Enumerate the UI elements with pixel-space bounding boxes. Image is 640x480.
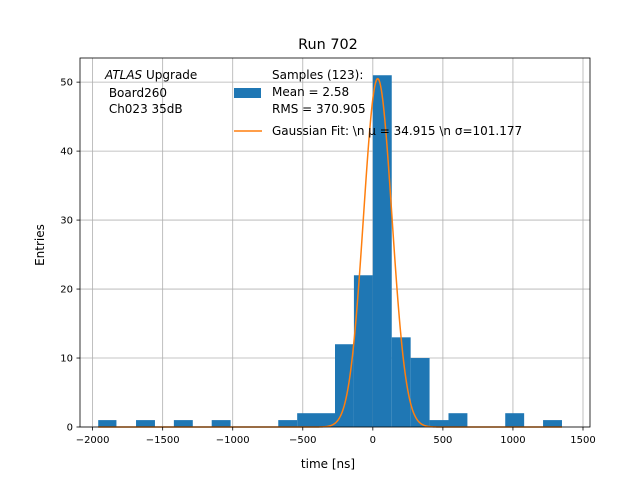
annotation-atlas: ATLAS <box>104 68 143 82</box>
histogram-bar <box>505 413 525 427</box>
histogram-bar <box>372 75 392 428</box>
annotation-text: ATLAS Upgrade Board260 Ch023 35dB <box>104 68 197 116</box>
legend-hist-label: Mean = 2.58 <box>272 85 349 99</box>
plot-frame <box>79 57 591 428</box>
y-tick-label: 20 <box>60 285 73 296</box>
legend-hist-label: RMS = 370.905 <box>272 102 366 116</box>
y-tick-label: 40 <box>60 147 73 158</box>
histogram-bar <box>448 413 468 427</box>
chart-title: Run 702 <box>298 37 358 53</box>
legend-hist-label: Samples (123): <box>272 68 363 82</box>
histogram-bar <box>335 344 354 427</box>
histogram-bar <box>136 420 155 427</box>
x-tick-label: −1500 <box>146 435 180 446</box>
legend: Samples (123): Mean = 2.58 RMS = 370.905… <box>234 68 522 138</box>
annotation-line1: ATLAS Upgrade <box>104 68 197 82</box>
legend-hist-swatch <box>234 88 261 98</box>
x-tick-label: 500 <box>433 435 452 446</box>
y-tick-label: 10 <box>60 354 73 365</box>
histogram-bars <box>98 75 562 428</box>
histogram-bar <box>173 420 193 427</box>
y-axis-label: Entries <box>33 224 47 266</box>
annotation-line2: Board260 <box>105 86 167 100</box>
histogram-bar <box>98 420 117 427</box>
x-axis-label: time [ns] <box>301 457 355 471</box>
histogram-bar <box>278 420 298 427</box>
x-tick-label: −500 <box>289 435 316 446</box>
x-tick-label: 0 <box>370 435 376 446</box>
histogram-bar <box>543 420 562 427</box>
histogram-bar <box>410 358 430 427</box>
x-tick-label: 1500 <box>570 435 595 446</box>
y-tick-label: 30 <box>60 216 73 227</box>
histogram-bar <box>391 337 411 427</box>
axes: −2000 −1500 −1000 −500 0 500 1000 1500 0 10 20 30 40… <box>60 57 596 446</box>
annotation-line3: Ch023 35dB <box>105 102 183 116</box>
annotation-upgrade: Upgrade <box>142 68 197 82</box>
y-tick-label: 50 <box>60 78 73 89</box>
histogram-bar <box>353 275 373 427</box>
histogram-bar <box>211 420 231 427</box>
x-tick-label: −1000 <box>216 435 250 446</box>
x-tick-label: −2000 <box>76 435 110 446</box>
y-tick-label: 0 <box>67 423 73 434</box>
legend-fit-label: Gaussian Fit: \n μ = 34.915 \n σ=101.177 <box>272 124 522 138</box>
histogram-bar <box>429 420 449 427</box>
x-tick-label: 1000 <box>500 435 525 446</box>
histogram-bar <box>297 413 335 427</box>
